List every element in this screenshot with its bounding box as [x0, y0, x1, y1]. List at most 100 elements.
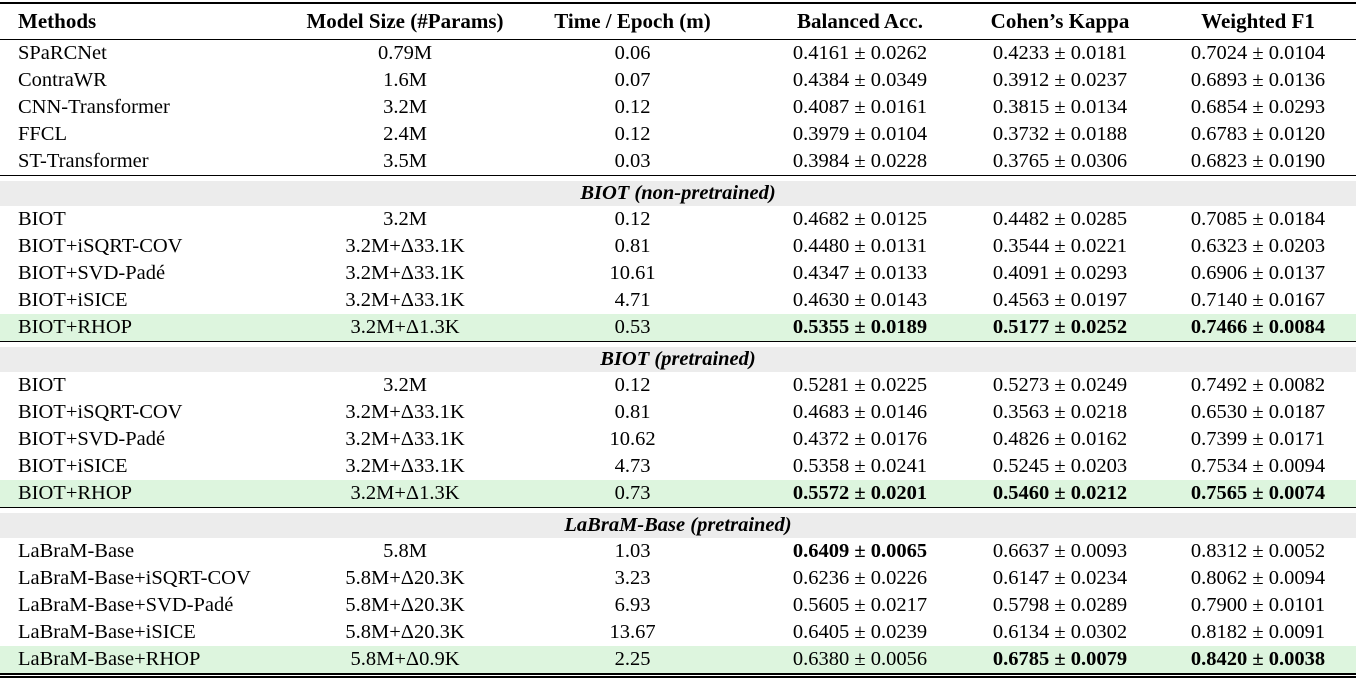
method-cell: LaBraM-Base+SVD-Padé — [18, 594, 234, 616]
value-cell: 3.2M — [383, 96, 427, 118]
value-cell: 5.8M — [383, 540, 427, 562]
value-cell: 0.7565 ± 0.0074 — [1160, 480, 1356, 508]
value-cell: 0.6906 ± 0.0137 — [1190, 262, 1326, 284]
value-cell: 0.12 — [614, 374, 651, 396]
value-cell: 0.6823 ± 0.0190 — [1190, 150, 1326, 172]
value-cell: 0.4372 ± 0.0176 — [792, 428, 928, 450]
value-cell: 0.07 — [614, 69, 651, 91]
value-cell: 0.4087 ± 0.0161 — [792, 96, 928, 118]
method-cell: BIOT — [18, 374, 66, 396]
value-cell: 0.73 — [505, 480, 760, 508]
value-cell: 0.4347 ± 0.0133 — [792, 262, 928, 284]
method-cell: BIOT+SVD-Padé — [18, 262, 166, 284]
value-cell: 5.8M+Δ20.3K — [345, 594, 465, 616]
value-cell: 0.6409 ± 0.0065 — [792, 540, 928, 562]
value-cell: 0.3984 ± 0.0228 — [792, 150, 928, 172]
table-row: CNN-Transformer 3.2M 0.12 0.4087 ± 0.0161 0.… — [0, 94, 1356, 121]
value-cell: 0.5273 ± 0.0249 — [992, 374, 1128, 396]
table-row: ST-Transformer 3.5M 0.03 0.3984 ± 0.0228 0.3… — [0, 148, 1356, 176]
column-header-weighted-f1: Weighted F1 — [1160, 3, 1356, 40]
value-cell: 0.4630 ± 0.0143 — [792, 289, 928, 311]
value-cell: 0.3815 ± 0.0134 — [992, 96, 1128, 118]
method-cell: BIOT+SVD-Padé — [18, 428, 166, 450]
value-cell: 0.3563 ± 0.0218 — [992, 401, 1128, 423]
value-cell: 5.8M+Δ0.9K — [305, 646, 505, 676]
value-cell: 0.4683 ± 0.0146 — [792, 401, 928, 423]
value-cell: 0.6783 ± 0.0120 — [1190, 123, 1326, 145]
method-cell: ContraWR — [18, 69, 107, 91]
table-body: SPaRCNet 0.79M 0.06 0.4161 ± 0.0262 0.4233 ±… — [0, 40, 1356, 676]
table-row: BIOT 3.2M 0.12 0.5281 ± 0.0225 0.5273 ± 0.02… — [0, 372, 1356, 399]
section-divider-rule — [0, 507, 1356, 513]
value-cell: 0.5245 ± 0.0203 — [992, 455, 1128, 477]
value-cell: 0.6893 ± 0.0136 — [1190, 69, 1326, 91]
value-cell: 0.3979 ± 0.0104 — [792, 123, 928, 145]
table-row: BIOT+SVD-Padé 3.2M+Δ33.1K 10.61 0.4347 ± 0.… — [0, 260, 1356, 287]
table-row-highlighted: BIOT+RHOP 3.2M+Δ1.3K 0.53 0.5355 ± 0.0189 0.… — [0, 314, 1356, 342]
value-cell: 3.2M+Δ1.3K — [305, 314, 505, 342]
value-cell: 4.73 — [614, 455, 651, 477]
value-cell: 3.2M+Δ33.1K — [345, 289, 465, 311]
value-cell: 3.2M+Δ33.1K — [345, 428, 465, 450]
table-row: BIOT+iSICE 3.2M+Δ33.1K 4.73 0.5358 ± 0.0241… — [0, 453, 1356, 480]
value-cell: 3.2M — [383, 374, 427, 396]
value-cell: 3.5M — [383, 150, 427, 172]
method-cell: SPaRCNet — [18, 42, 107, 64]
value-cell: 0.4682 ± 0.0125 — [792, 208, 928, 230]
value-cell: 0.5572 ± 0.0201 — [760, 480, 960, 508]
table-row: FFCL 2.4M 0.12 0.3979 ± 0.0104 0.3732 ± 0.01… — [0, 121, 1356, 148]
method-cell: LaBraM-Base+RHOP — [0, 646, 305, 676]
value-cell: 0.06 — [614, 42, 651, 64]
value-cell: 0.7900 ± 0.0101 — [1190, 594, 1326, 616]
table-row: LaBraM-Base 5.8M 1.03 0.6409 ± 0.0065 0.6637… — [0, 538, 1356, 565]
method-cell: FFCL — [18, 123, 67, 145]
section-header-row: BIOT (pretrained) — [0, 347, 1356, 372]
value-cell: 0.6637 ± 0.0093 — [992, 540, 1128, 562]
value-cell: 3.2M — [383, 208, 427, 230]
value-cell: 0.7085 ± 0.0184 — [1190, 208, 1326, 230]
value-cell: 0.8420 ± 0.0038 — [1160, 646, 1356, 676]
value-cell: 0.5605 ± 0.0217 — [792, 594, 928, 616]
table-row: BIOT+iSQRT-COV 3.2M+Δ33.1K 0.81 0.4480 ± 0.… — [0, 233, 1356, 260]
value-cell: 0.4384 ± 0.0349 — [792, 69, 928, 91]
value-cell: 3.2M+Δ33.1K — [345, 235, 465, 257]
method-cell: BIOT+iSICE — [18, 289, 128, 311]
value-cell: 0.6147 ± 0.0234 — [992, 567, 1128, 589]
value-cell: 0.7140 ± 0.0167 — [1190, 289, 1326, 311]
value-cell: 0.7399 ± 0.0171 — [1190, 428, 1326, 450]
section-title: LaBraM-Base (pretrained) — [0, 513, 1356, 538]
value-cell: 0.4161 ± 0.0262 — [792, 42, 928, 64]
method-cell: LaBraM-Base+iSQRT-COV — [18, 567, 251, 589]
section-divider-rule — [0, 175, 1356, 181]
value-cell: 0.3912 ± 0.0237 — [992, 69, 1128, 91]
value-cell: 0.4826 ± 0.0162 — [992, 428, 1128, 450]
table-row-highlighted: LaBraM-Base+RHOP 5.8M+Δ0.9K 2.25 0.6380 ± 0… — [0, 646, 1356, 676]
column-header-methods: Methods — [0, 3, 305, 40]
value-cell: 6.93 — [614, 594, 651, 616]
value-cell: 0.5281 ± 0.0225 — [792, 374, 928, 396]
value-cell: 0.8312 ± 0.0052 — [1190, 540, 1326, 562]
value-cell: 0.81 — [614, 401, 651, 423]
section-title: BIOT (pretrained) — [0, 347, 1356, 372]
value-cell: 0.12 — [614, 96, 651, 118]
value-cell: 0.6530 ± 0.0187 — [1190, 401, 1326, 423]
value-cell: 4.71 — [614, 289, 651, 311]
value-cell: 5.8M+Δ20.3K — [345, 567, 465, 589]
section-divider-rule — [0, 341, 1356, 347]
value-cell: 10.62 — [609, 428, 656, 450]
method-cell: ST-Transformer — [18, 150, 149, 172]
value-cell: 0.4482 ± 0.0285 — [992, 208, 1128, 230]
value-cell: 0.8182 ± 0.0091 — [1190, 621, 1326, 643]
value-cell: 0.5177 ± 0.0252 — [960, 314, 1160, 342]
section-title: BIOT (non-pretrained) — [0, 181, 1356, 206]
section-header-row: BIOT (non-pretrained) — [0, 181, 1356, 206]
table-row: SPaRCNet 0.79M 0.06 0.4161 ± 0.0262 0.4233 ±… — [0, 40, 1356, 68]
column-header-time-per-epoch: Time / Epoch (m) — [505, 3, 760, 40]
value-cell: 0.81 — [614, 235, 651, 257]
value-cell: 0.4233 ± 0.0181 — [992, 42, 1128, 64]
section-divider-rule — [0, 507, 1356, 513]
value-cell: 0.53 — [505, 314, 760, 342]
value-cell: 0.6405 ± 0.0239 — [792, 621, 928, 643]
table-row: BIOT+iSICE 3.2M+Δ33.1K 4.71 0.4630 ± 0.0143… — [0, 287, 1356, 314]
value-cell: 0.79M — [377, 42, 433, 64]
